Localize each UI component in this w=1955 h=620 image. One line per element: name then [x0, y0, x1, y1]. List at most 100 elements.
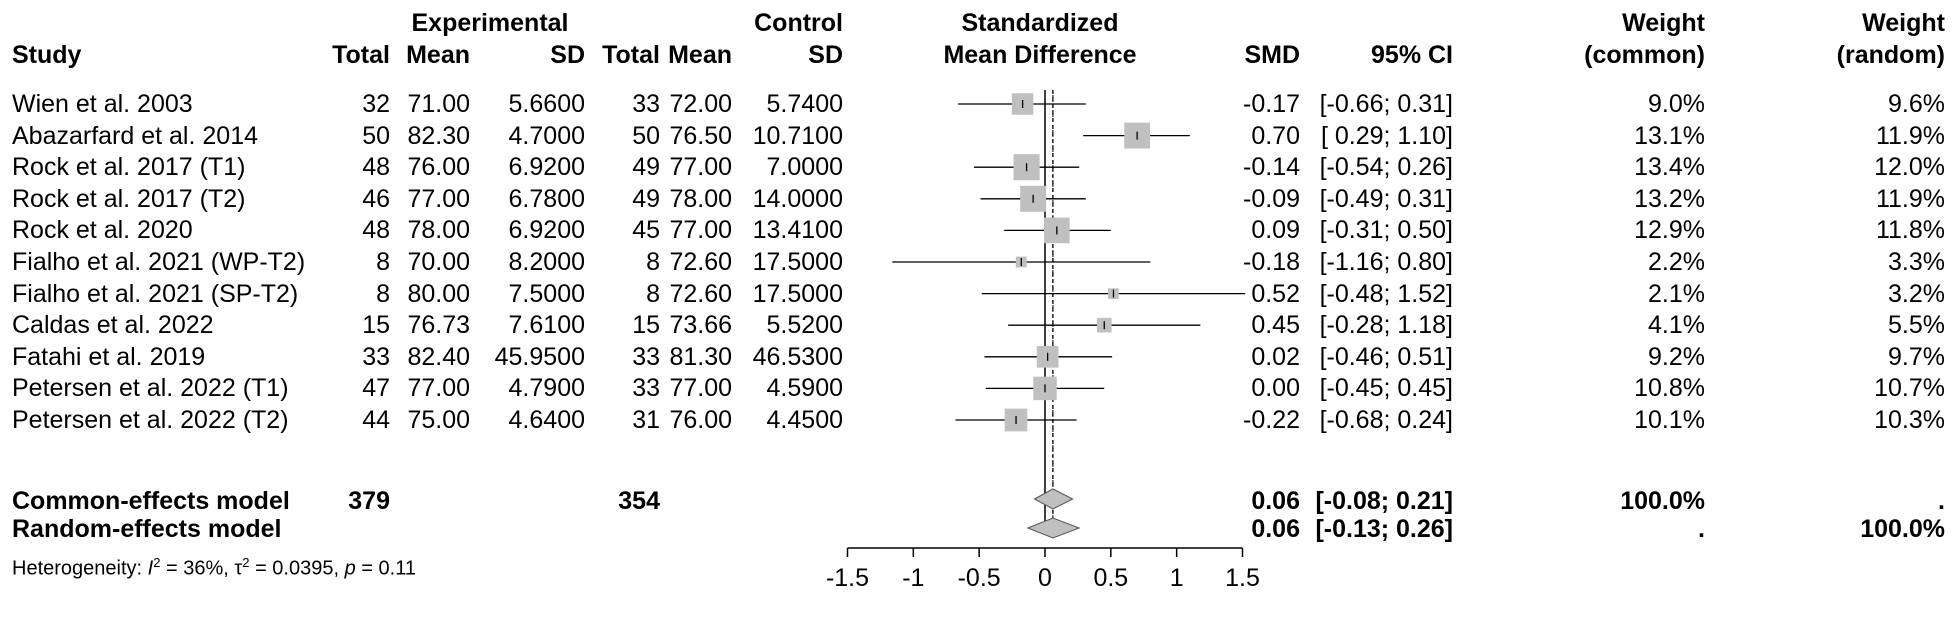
e-sd: 5.6600 [508, 90, 585, 118]
random-model-ci: [-0.13; 0.26] [1315, 515, 1453, 543]
heterogeneity-i2-symbol: I [147, 557, 154, 580]
ci: [-0.31; 0.50] [1319, 216, 1453, 245]
study-name: Fialho et al. 2021 (WP-T2) [12, 248, 306, 276]
weight-common: 12.9% [1634, 216, 1705, 245]
c-total: 15 [632, 311, 660, 340]
common-model-e-total: 379 [348, 487, 390, 515]
header-smd: SMD [1244, 41, 1300, 69]
e-total: 15 [362, 311, 390, 340]
study-name: Caldas et al. 2022 [12, 311, 214, 340]
smd: 0.52 [1251, 279, 1300, 308]
e-sd: 45.9500 [494, 342, 585, 371]
e-sd: 7.6100 [508, 311, 585, 340]
heterogeneity-prefix: Heterogeneity: [12, 557, 148, 580]
x-axis-tick-label: 1 [1170, 564, 1184, 592]
common-model-label: Common-effects model [12, 487, 290, 515]
e-sd: 6.9200 [508, 153, 585, 182]
common-effect-diamond [1033, 488, 1074, 510]
random-model-label: Random-effects model [12, 515, 282, 543]
e-total: 8 [376, 279, 390, 308]
e-mean: 82.30 [407, 121, 470, 150]
study-name: Wien et al. 2003 [12, 90, 193, 118]
weight-common: 4.1% [1648, 311, 1705, 340]
e-mean: 82.40 [407, 342, 470, 371]
weight-common: 2.2% [1648, 248, 1705, 276]
study-name: Abazarfard et al. 2014 [12, 121, 258, 150]
x-axis-tick-label: -0.5 [958, 564, 1001, 592]
weight-common: 13.2% [1634, 184, 1705, 213]
c-sd: 13.4100 [752, 216, 843, 245]
header-study: Study [12, 41, 82, 69]
c-sd: 4.4500 [766, 406, 843, 434]
c-total: 33 [632, 374, 660, 403]
study-name: Rock et al. 2020 [12, 216, 193, 245]
ci: [-0.66; 0.31] [1319, 90, 1453, 118]
x-axis-tick-label: -1.5 [826, 564, 869, 592]
weight-common: 10.1% [1634, 406, 1705, 434]
weight-random: 11.9% [1875, 121, 1945, 150]
heterogeneity-tau-symbol: τ [234, 557, 243, 580]
c-mean: 72.60 [669, 279, 732, 308]
weight-common: 10.8% [1634, 374, 1705, 403]
e-total: 48 [362, 153, 390, 182]
weight-random: 11.9% [1875, 184, 1945, 213]
c-mean: 77.00 [669, 153, 732, 182]
e-mean: 78.00 [407, 216, 470, 245]
e-total: 32 [362, 90, 390, 118]
c-mean: 76.00 [669, 406, 732, 434]
header-weight-random-top: Weight [1862, 9, 1945, 37]
smd: 0.00 [1251, 374, 1300, 403]
study-name: Petersen et al. 2022 (T1) [12, 374, 289, 403]
smd: 0.70 [1251, 121, 1300, 150]
weight-random: 11.8% [1875, 216, 1945, 245]
e-total: 44 [362, 406, 390, 434]
header-smd-top: Standardized [961, 9, 1119, 37]
smd: 0.45 [1251, 311, 1300, 340]
smd: -0.22 [1243, 406, 1300, 434]
heterogeneity-tau-sup: 2 [242, 555, 250, 570]
weight-random: 10.3% [1874, 406, 1945, 434]
e-mean: 76.00 [407, 153, 470, 182]
x-axis-tick-label: 0.5 [1093, 564, 1128, 592]
random-effect-diamond [1026, 517, 1081, 539]
c-mean: 72.60 [669, 248, 732, 276]
common-model-weight-common: 100.0% [1620, 487, 1705, 515]
smd: -0.09 [1243, 184, 1300, 213]
ci: [-0.48; 1.52] [1319, 279, 1453, 308]
heterogeneity-i2-value: = 36%, [160, 557, 235, 580]
e-mean: 80.00 [407, 279, 470, 308]
header-weight-common-top: Weight [1622, 9, 1705, 37]
weight-random: 3.2% [1888, 279, 1945, 308]
c-sd: 17.5000 [752, 248, 843, 276]
weight-random: 10.7% [1874, 374, 1945, 403]
header-smd-bottom: Mean Difference [943, 41, 1137, 69]
ci: [-0.45; 0.45] [1319, 374, 1453, 403]
c-total: 45 [632, 216, 660, 245]
c-mean: 78.00 [669, 184, 732, 213]
e-total: 50 [362, 121, 390, 150]
smd: -0.14 [1243, 153, 1300, 182]
header-e-total: Total [332, 41, 390, 69]
random-model-weight-common: . [1698, 515, 1705, 543]
header-c-mean: Mean [668, 41, 732, 69]
c-total: 33 [632, 342, 660, 371]
c-total: 8 [646, 279, 660, 308]
smd: 0.02 [1251, 342, 1300, 371]
e-total: 47 [362, 374, 390, 403]
header-weight-common: (common) [1584, 41, 1705, 69]
c-sd: 10.7100 [752, 121, 843, 150]
smd: 0.09 [1251, 216, 1300, 245]
x-axis-tick-label: 0 [1038, 564, 1052, 592]
weight-common: 9.2% [1648, 342, 1705, 371]
c-mean: 77.00 [669, 216, 732, 245]
study-name: Rock et al. 2017 (T1) [12, 153, 246, 182]
heterogeneity-tau-value: = 0.0395, [249, 557, 345, 580]
random-model-smd: 0.06 [1251, 515, 1300, 543]
smd: -0.18 [1243, 248, 1300, 276]
header-ci: 95% CI [1371, 41, 1453, 69]
e-total: 8 [376, 248, 390, 276]
study-name: Fialho et al. 2021 (SP-T2) [12, 279, 299, 308]
c-total: 49 [632, 184, 660, 213]
heterogeneity-p-symbol: p [344, 557, 356, 580]
